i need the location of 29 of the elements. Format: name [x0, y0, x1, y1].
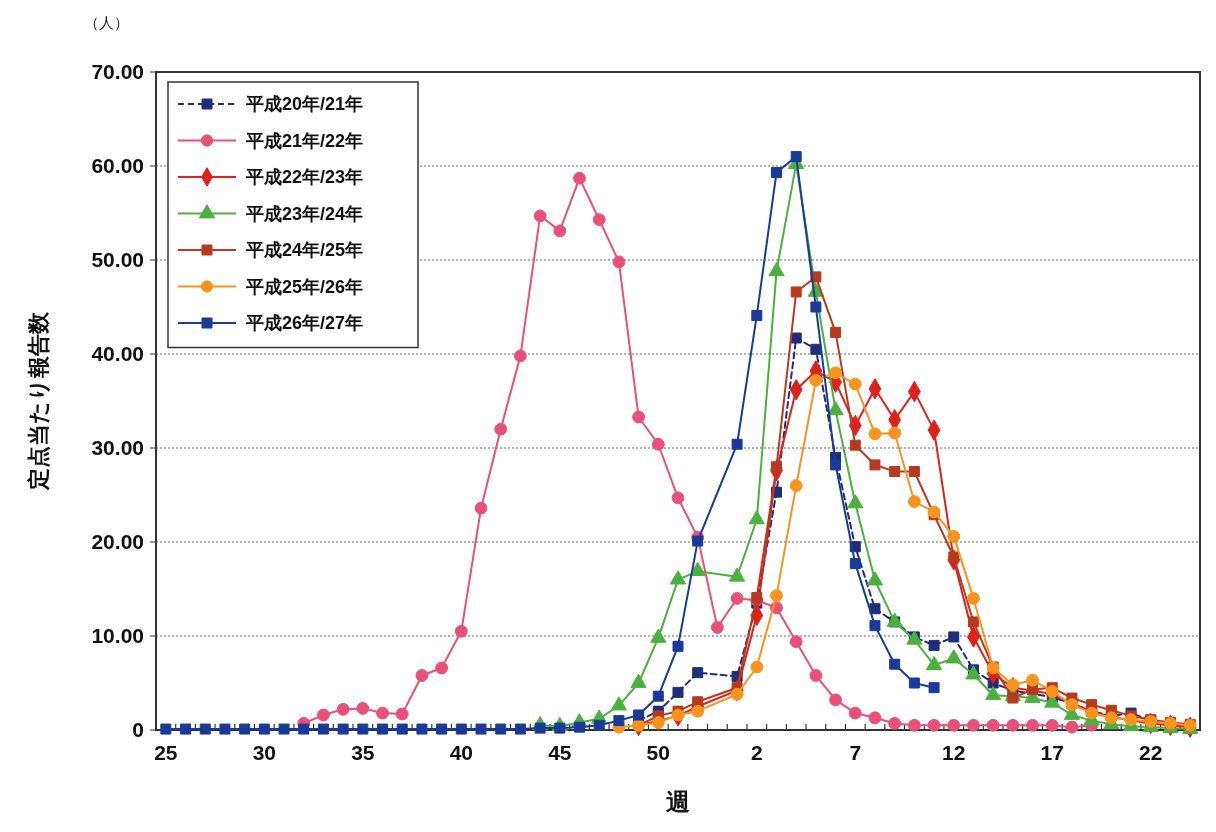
x-tick-label: 7	[849, 741, 862, 764]
y-tick-label: 30.00	[91, 436, 144, 460]
legend-label: 平成24年/25年	[245, 240, 364, 261]
y-tick-label: 60.00	[91, 154, 144, 178]
y-tick-label: 70.00	[91, 60, 144, 84]
text: （人）	[83, 14, 129, 31]
x-tick-label: 50	[646, 741, 670, 764]
y-tick-label: 20.00	[91, 530, 144, 554]
x-tick-label: 35	[351, 741, 375, 764]
x-axis-title: 週	[666, 788, 690, 815]
x-tick-label: 12	[942, 741, 966, 764]
y-tick-label: 50.00	[91, 248, 144, 272]
x-tick-label: 40	[449, 741, 473, 764]
legend-label: 平成23年/24年	[245, 203, 364, 224]
y-tick-label: 10.00	[91, 624, 144, 648]
x-tick-label: 25	[154, 741, 178, 764]
legend-label: 平成26年/27年	[245, 313, 364, 334]
legend-label: 平成21年/22年	[245, 130, 364, 151]
y-tick-label: 40.00	[91, 342, 144, 366]
x-tick-label: 22	[1139, 741, 1163, 764]
y-tick-label: 0	[132, 718, 144, 742]
x-tick-label: 30	[252, 741, 277, 764]
legend-label: 平成25年/26年	[245, 276, 364, 297]
x-tick-label: 17	[1040, 741, 1064, 764]
legend-label: 平成22年/23年	[245, 167, 364, 188]
x-tick-label: 2	[750, 741, 763, 764]
y-axis-title: 定点当たり報告数	[26, 311, 51, 491]
x-tick-label: 45	[548, 741, 572, 764]
legend-label: 平成20年/21年	[245, 94, 364, 115]
